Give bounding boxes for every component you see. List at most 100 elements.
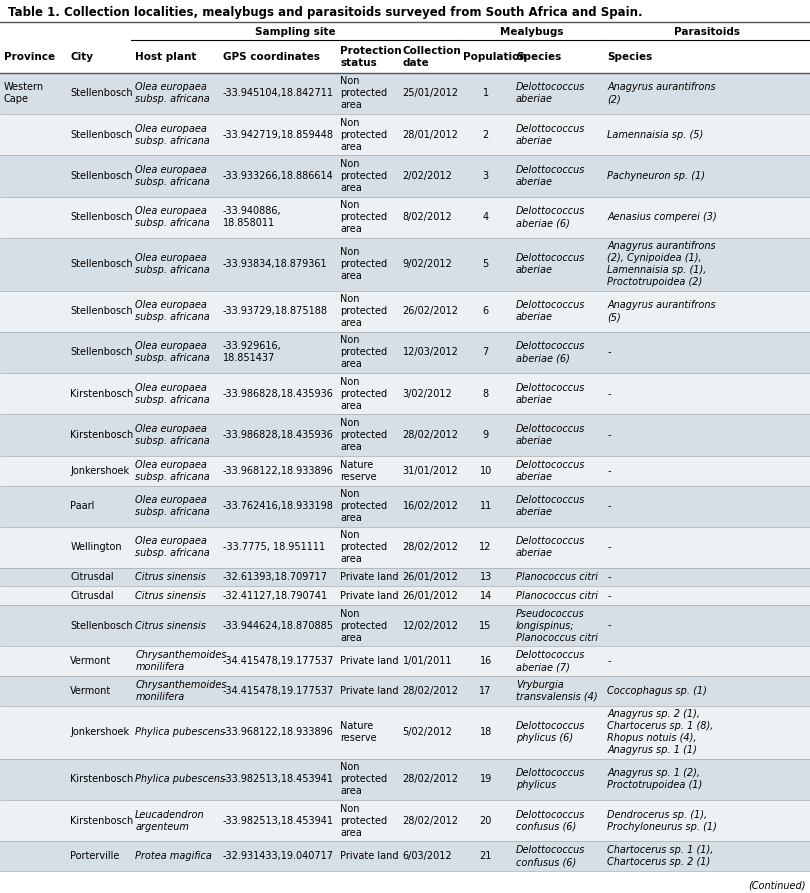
Text: Olea europaea
subsp. africana: Olea europaea subsp. africana xyxy=(135,460,210,481)
Text: Stellenbosch: Stellenbosch xyxy=(70,129,133,139)
Text: 28/02/2012: 28/02/2012 xyxy=(403,430,458,440)
Text: -: - xyxy=(608,388,611,399)
Text: 20: 20 xyxy=(480,815,492,825)
Text: Porterville: Porterville xyxy=(70,851,120,861)
Text: Delottococcus
aberiae: Delottococcus aberiae xyxy=(516,383,586,405)
Bar xyxy=(0,587,810,605)
Text: -33.942719,18.859448: -33.942719,18.859448 xyxy=(223,129,334,139)
Text: Delottococcus
aberiae (7): Delottococcus aberiae (7) xyxy=(516,650,586,672)
Text: 12: 12 xyxy=(480,542,492,553)
Text: Non
protected
area: Non protected area xyxy=(340,489,387,523)
Bar xyxy=(0,155,810,196)
Text: Phylica pubescens: Phylica pubescens xyxy=(135,774,225,784)
Text: Planococcus citri: Planococcus citri xyxy=(516,590,598,601)
Text: -: - xyxy=(608,621,611,630)
Text: Aenasius comperei (3): Aenasius comperei (3) xyxy=(608,213,717,222)
Text: Delottococcus
aberiae: Delottococcus aberiae xyxy=(516,123,586,146)
Text: -32.41127,18.790741: -32.41127,18.790741 xyxy=(223,590,328,601)
Text: 5: 5 xyxy=(483,259,488,269)
Text: Lamennaisia sp. (5): Lamennaisia sp. (5) xyxy=(608,129,704,139)
Text: 13: 13 xyxy=(480,572,492,582)
Text: Delottococcus
aberiae: Delottococcus aberiae xyxy=(516,300,586,322)
Text: -32.931433,19.040717: -32.931433,19.040717 xyxy=(223,851,334,861)
Text: Pachyneuron sp. (1): Pachyneuron sp. (1) xyxy=(608,171,706,181)
Text: Citrus sinensis: Citrus sinensis xyxy=(135,621,206,630)
Text: Olea europaea
subsp. africana: Olea europaea subsp. africana xyxy=(135,495,210,517)
Text: Jonkershoek: Jonkershoek xyxy=(70,727,130,738)
Text: 9/02/2012: 9/02/2012 xyxy=(403,259,452,269)
Text: -33.982513,18.453941: -33.982513,18.453941 xyxy=(223,815,334,825)
Text: Non
protected
area: Non protected area xyxy=(340,336,387,370)
Bar xyxy=(0,196,810,238)
Text: Delottococcus
aberiae (6): Delottococcus aberiae (6) xyxy=(516,206,586,229)
Text: 5/02/2012: 5/02/2012 xyxy=(403,727,453,738)
Bar xyxy=(0,705,810,758)
Text: 28/02/2012: 28/02/2012 xyxy=(403,815,458,825)
Text: Delottococcus
aberiae: Delottococcus aberiae xyxy=(516,424,586,446)
Text: 28/01/2012: 28/01/2012 xyxy=(403,129,458,139)
Text: Delottococcus
phylicus (6): Delottococcus phylicus (6) xyxy=(516,722,586,743)
Text: 3/02/2012: 3/02/2012 xyxy=(403,388,452,399)
Text: Non
protected
area: Non protected area xyxy=(340,118,387,152)
Text: 25/01/2012: 25/01/2012 xyxy=(403,88,458,98)
Text: -: - xyxy=(608,465,611,476)
Text: Western
Cape: Western Cape xyxy=(4,82,44,104)
Text: City: City xyxy=(70,52,93,62)
Text: Stellenbosch: Stellenbosch xyxy=(70,306,133,316)
Text: (Continued): (Continued) xyxy=(748,880,806,890)
Text: 15: 15 xyxy=(480,621,492,630)
Text: -34.415478,19.177537: -34.415478,19.177537 xyxy=(223,686,334,696)
Text: Sampling site: Sampling site xyxy=(255,27,335,37)
Text: -33.968122,18.933896: -33.968122,18.933896 xyxy=(223,727,334,738)
Text: Citrus sinensis: Citrus sinensis xyxy=(135,590,206,601)
Text: 8: 8 xyxy=(483,388,488,399)
Text: -33.929616,
18.851437: -33.929616, 18.851437 xyxy=(223,341,281,363)
Text: Table 1. Collection localities, mealybugs and parasitoids surveyed from South Af: Table 1. Collection localities, mealybug… xyxy=(8,6,642,19)
Text: Jonkershoek: Jonkershoek xyxy=(70,465,130,476)
Text: Stellenbosch: Stellenbosch xyxy=(70,259,133,269)
Text: Kirstenbosch: Kirstenbosch xyxy=(70,815,134,825)
Text: Stellenbosch: Stellenbosch xyxy=(70,213,133,222)
Bar xyxy=(0,527,810,568)
Text: 12/03/2012: 12/03/2012 xyxy=(403,347,458,357)
Text: Anagyrus aurantifrons
(5): Anagyrus aurantifrons (5) xyxy=(608,300,716,322)
Text: Stellenbosch: Stellenbosch xyxy=(70,347,133,357)
Text: -34.415478,19.177537: -34.415478,19.177537 xyxy=(223,656,334,666)
Text: Collection
date: Collection date xyxy=(403,46,461,68)
Text: Dendrocerus sp. (1),
Prochyloneurus sp. (1): Dendrocerus sp. (1), Prochyloneurus sp. … xyxy=(608,810,718,831)
Text: Non
protected
area: Non protected area xyxy=(340,247,387,281)
Text: Mealybugs: Mealybugs xyxy=(500,27,563,37)
Text: Non
protected
area: Non protected area xyxy=(340,530,387,564)
Text: 28/02/2012: 28/02/2012 xyxy=(403,686,458,696)
Text: Species: Species xyxy=(516,52,561,62)
Text: 14: 14 xyxy=(480,590,492,601)
Bar xyxy=(0,332,810,373)
Text: Paarl: Paarl xyxy=(70,501,95,511)
Text: Chrysanthemoides
monilifera: Chrysanthemoides monilifera xyxy=(135,680,227,702)
Bar xyxy=(0,568,810,587)
Text: Host plant: Host plant xyxy=(135,52,197,62)
Text: -33.762416,18.933198: -33.762416,18.933198 xyxy=(223,501,334,511)
Text: -33.933266,18.886614: -33.933266,18.886614 xyxy=(223,171,334,181)
Text: 28/02/2012: 28/02/2012 xyxy=(403,542,458,553)
Text: Delottococcus
aberiae: Delottococcus aberiae xyxy=(516,165,586,187)
Text: 1/01/2011: 1/01/2011 xyxy=(403,656,452,666)
Text: 10: 10 xyxy=(480,465,492,476)
Text: 16: 16 xyxy=(480,656,492,666)
Text: Olea europaea
subsp. africana: Olea europaea subsp. africana xyxy=(135,383,210,405)
Text: Province: Province xyxy=(4,52,55,62)
Bar xyxy=(0,758,810,800)
Text: Non
protected
area: Non protected area xyxy=(340,294,387,329)
Text: Private land: Private land xyxy=(340,851,399,861)
Text: GPS coordinates: GPS coordinates xyxy=(223,52,320,62)
Text: 12/02/2012: 12/02/2012 xyxy=(403,621,458,630)
Text: Non
protected
area: Non protected area xyxy=(340,76,387,111)
Text: 26/01/2012: 26/01/2012 xyxy=(403,572,458,582)
Text: -: - xyxy=(608,347,611,357)
Text: 3: 3 xyxy=(483,171,488,181)
Text: -33.940886,
18.858011: -33.940886, 18.858011 xyxy=(223,206,281,229)
Text: Citrusdal: Citrusdal xyxy=(70,572,114,582)
Text: Delottococcus
phylicus: Delottococcus phylicus xyxy=(516,768,586,790)
Bar xyxy=(0,22,810,72)
Text: Delottococcus
confusus (6): Delottococcus confusus (6) xyxy=(516,845,586,867)
